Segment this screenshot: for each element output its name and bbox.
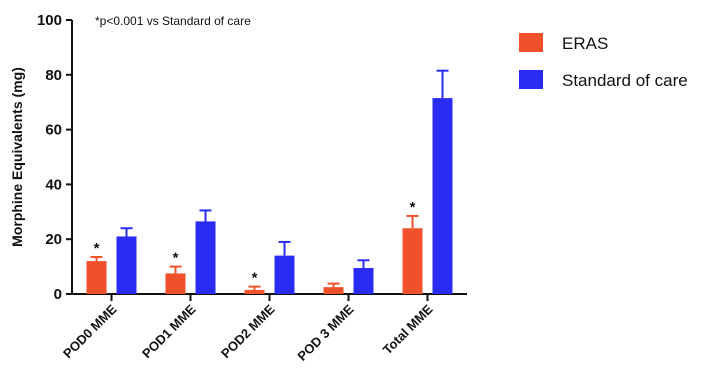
y-tick-label: 20: [45, 231, 62, 248]
x-tick-label: POD 3 MME: [294, 301, 356, 363]
y-tick-label: 60: [45, 122, 62, 139]
y-tick-label: 0: [54, 286, 62, 303]
x-tick-label: POD0 MME: [60, 301, 120, 361]
bar-standard-of-care: [353, 267, 374, 294]
bar-standard-of-care: [116, 236, 137, 294]
legend-swatch-standard-of-care: [519, 70, 543, 89]
y-axis-title: Morphine Equivalents (mg): [9, 67, 25, 247]
legend-swatch-eras: [519, 33, 543, 52]
x-tick-label: Total MME: [380, 301, 436, 357]
legend: ERAS Standard of care: [519, 33, 688, 90]
bar-eras: [86, 261, 107, 294]
x-tick-labels: POD0 MME POD1 MME POD2 MME POD 3 MME Total M…: [60, 301, 436, 363]
significance-marker: *: [252, 270, 258, 287]
chart-annotation: *p<0.001 vs Standard of care: [95, 14, 251, 28]
bar-standard-of-care: [195, 221, 216, 294]
bar-eras: [323, 287, 344, 294]
bar-eras: [244, 289, 265, 294]
bar-standard-of-care: [432, 98, 453, 294]
bar-eras: [165, 273, 186, 294]
significance-marker: *: [94, 240, 100, 257]
legend-label-eras: ERAS: [562, 34, 608, 53]
x-tick-label: POD2 MME: [218, 301, 278, 361]
y-tick-label: 80: [45, 67, 62, 84]
y-tick-label: 100: [37, 12, 62, 29]
bar-eras: [402, 228, 423, 294]
y-tick-label: 40: [45, 176, 62, 193]
significance-marker: *: [410, 199, 416, 216]
legend-label-standard-of-care: Standard of care: [562, 71, 688, 90]
x-tick-label: POD1 MME: [139, 301, 199, 361]
significance-marker: *: [173, 250, 179, 267]
bars: * * * *: [86, 69, 453, 294]
bar-standard-of-care: [274, 255, 295, 294]
axes: 0 20 40 60 80 100: [37, 12, 467, 303]
